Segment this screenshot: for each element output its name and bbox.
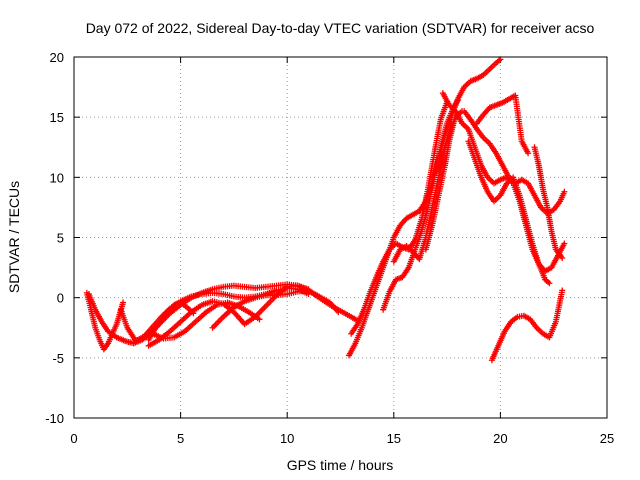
data-point <box>546 280 553 287</box>
x-tick-label: 20 <box>493 431 507 446</box>
data-point <box>561 240 568 247</box>
series-track-2 <box>83 289 127 353</box>
series-track-18 <box>488 287 566 364</box>
x-axis-label: GPS time / hours <box>287 457 394 473</box>
x-tick-label: 15 <box>387 431 401 446</box>
x-tick-label: 5 <box>177 431 184 446</box>
y-tick-label: 10 <box>50 170 64 185</box>
data-point <box>120 299 127 306</box>
y-tick-label: 20 <box>50 50 64 65</box>
series-track-17 <box>473 92 532 157</box>
series-track-16 <box>465 138 553 287</box>
data-point <box>525 150 532 157</box>
data-point <box>559 254 566 261</box>
data-point <box>256 316 263 323</box>
series-track-10 <box>380 97 461 313</box>
x-tick-label: 10 <box>280 431 294 446</box>
data-point <box>561 188 568 195</box>
y-tick-label: 5 <box>57 231 64 246</box>
plot-frame <box>73 56 608 419</box>
grid-lines <box>74 57 607 418</box>
series-track-14 <box>439 90 568 275</box>
y-tick-label: -5 <box>52 351 64 366</box>
y-tick-label: 15 <box>50 110 64 125</box>
y-tick-label: -10 <box>45 411 64 426</box>
x-tick-label: 0 <box>70 431 77 446</box>
y-axis-label: SDTVAR / TECUs <box>6 181 22 293</box>
series-track-19 <box>531 144 566 261</box>
chart-title: Day 072 of 2022, Sidereal Day-to-day VTE… <box>86 20 595 36</box>
data-point <box>559 287 566 294</box>
data-point <box>190 310 197 317</box>
axis-ticks: 0 5 10 15 20 25 -10 -5 0 5 10 15 20 <box>45 50 614 446</box>
data-point <box>335 309 342 316</box>
data-point <box>454 97 461 104</box>
data-points <box>83 56 568 364</box>
series-track-7 <box>209 287 342 331</box>
x-tick-label: 25 <box>600 431 614 446</box>
y-tick-label: 0 <box>57 291 64 306</box>
